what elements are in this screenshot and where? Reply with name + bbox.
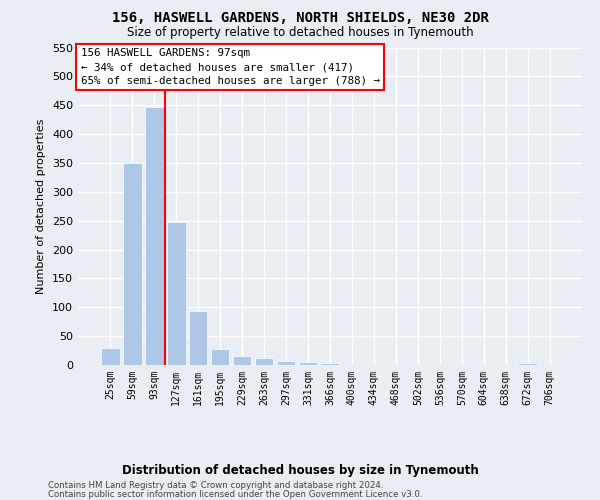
Bar <box>145 107 164 365</box>
Text: 156, HASWELL GARDENS, NORTH SHIELDS, NE30 2DR: 156, HASWELL GARDENS, NORTH SHIELDS, NE3… <box>112 11 488 25</box>
Bar <box>233 356 251 365</box>
Bar <box>320 362 340 365</box>
Text: 156 HASWELL GARDENS: 97sqm
← 34% of detached houses are smaller (417)
65% of sem: 156 HASWELL GARDENS: 97sqm ← 34% of deta… <box>80 48 380 86</box>
Text: Contains HM Land Registry data © Crown copyright and database right 2024.: Contains HM Land Registry data © Crown c… <box>48 481 383 490</box>
Text: Contains public sector information licensed under the Open Government Licence v3: Contains public sector information licen… <box>48 490 422 499</box>
Bar <box>101 348 119 365</box>
Bar <box>211 350 229 365</box>
Y-axis label: Number of detached properties: Number of detached properties <box>37 118 46 294</box>
Bar <box>189 312 208 365</box>
Bar <box>299 362 317 365</box>
Text: Size of property relative to detached houses in Tynemouth: Size of property relative to detached ho… <box>127 26 473 39</box>
Text: Distribution of detached houses by size in Tynemouth: Distribution of detached houses by size … <box>122 464 478 477</box>
Bar <box>277 361 295 365</box>
Bar <box>123 163 142 365</box>
Bar <box>167 222 185 365</box>
Bar <box>255 358 274 365</box>
Bar <box>518 362 537 365</box>
